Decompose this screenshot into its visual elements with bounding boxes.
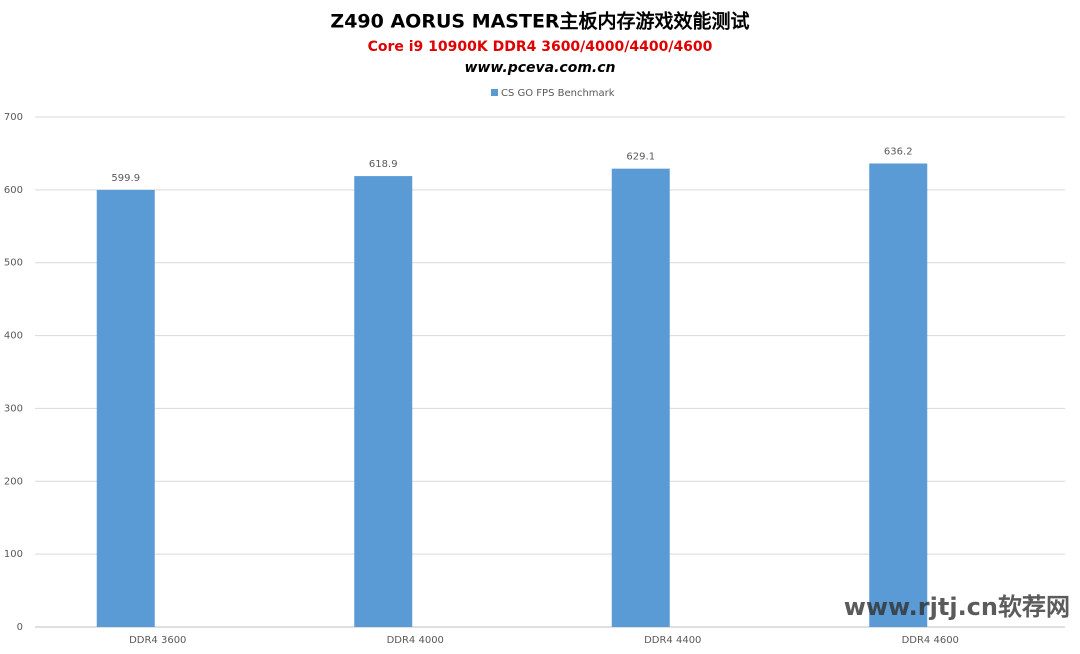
x-tick-label: DDR4 4000	[387, 635, 444, 646]
x-tick-label: DDR4 4600	[902, 635, 959, 646]
chart-title: Z490 AORUS MASTER主板内存游戏效能测试	[330, 10, 749, 33]
y-tick-label: 500	[4, 258, 23, 269]
x-tick-label: DDR4 4400	[644, 635, 701, 646]
chart-subtitle: Core i9 10900K DDR4 3600/4000/4400/4600	[368, 39, 713, 55]
y-tick-label: 700	[4, 112, 23, 123]
legend-label: CS GO FPS Benchmark	[501, 88, 615, 99]
bar	[869, 163, 928, 628]
y-tick-label: 400	[4, 331, 23, 342]
data-label: 599.9	[111, 173, 140, 184]
y-tick-label: 200	[4, 476, 23, 487]
data-label: 629.1	[626, 152, 655, 163]
watermark: www.rjtj.cn软荐网	[844, 593, 1070, 621]
data-label: 618.9	[369, 159, 398, 170]
y-tick-label: 0	[17, 622, 23, 633]
x-tick-label: DDR4 3600	[129, 635, 186, 646]
legend-swatch	[491, 89, 498, 96]
data-label: 636.2	[884, 146, 913, 157]
bar	[96, 189, 155, 627]
chart-source: www.pceva.com.cn	[464, 60, 615, 76]
y-tick-label: 100	[4, 549, 23, 560]
y-tick-label: 300	[4, 403, 23, 414]
bar	[354, 176, 413, 627]
bar	[611, 168, 670, 628]
y-tick-label: 600	[4, 185, 23, 196]
